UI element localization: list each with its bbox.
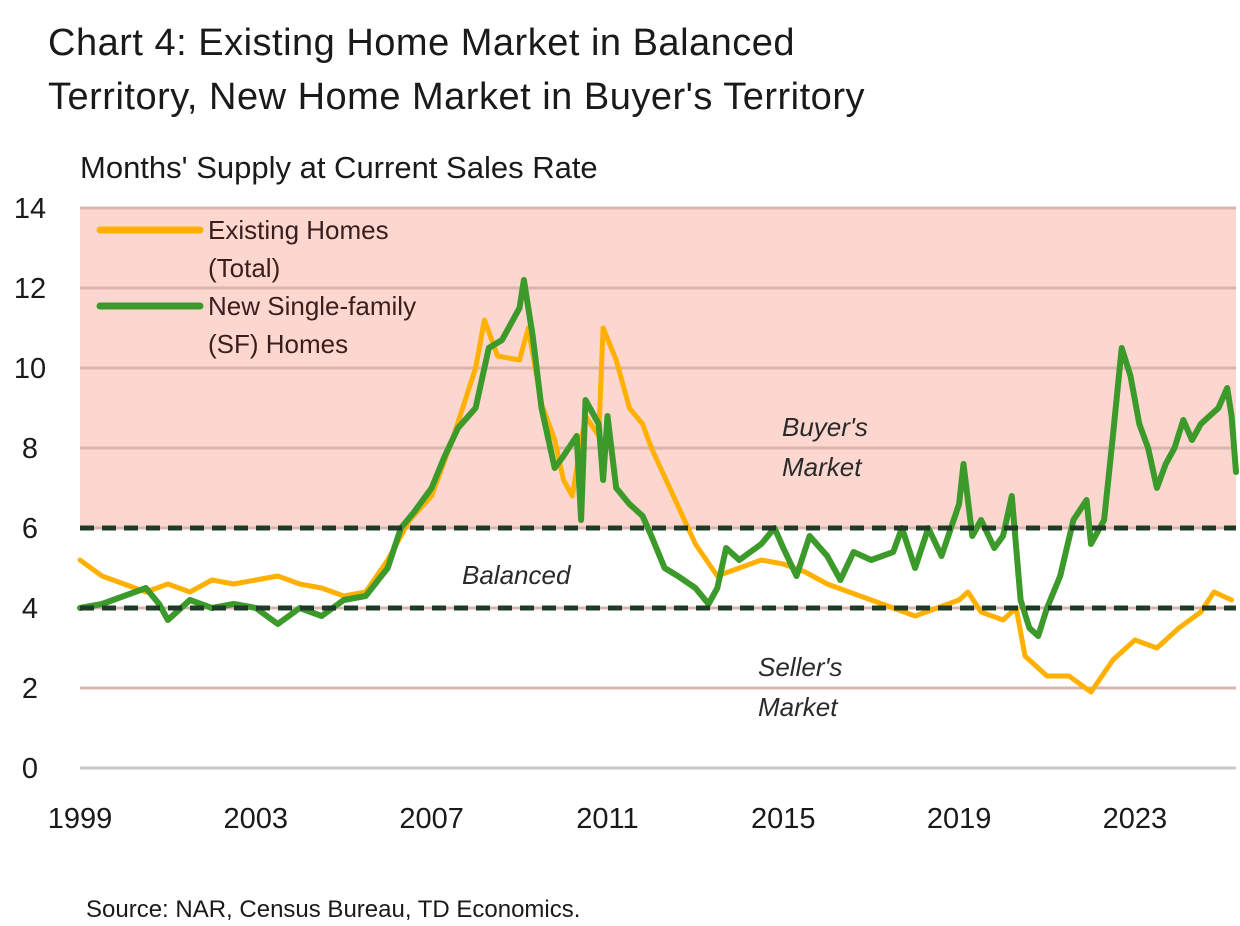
band-1 (80, 528, 1236, 608)
y-tick-label: 8 (22, 433, 38, 465)
x-tick-label: 2011 (576, 803, 638, 835)
x-tick-label: 1999 (48, 803, 113, 835)
band-label: Seller's (758, 652, 842, 682)
band-label: Buyer's (782, 412, 868, 442)
legend-label: Existing Homes (208, 215, 389, 245)
legend-label: (Total) (208, 253, 280, 283)
band-label: Market (758, 692, 839, 722)
x-tick-label: 2019 (927, 803, 992, 835)
legend-label: New Single-family (208, 291, 416, 321)
band-label: Market (782, 452, 863, 482)
chart-title-line-2: Territory, New Home Market in Buyer's Te… (48, 76, 865, 118)
chart-title-line-1: Chart 4: Existing Home Market in Balance… (48, 22, 796, 64)
y-tick-label: 14 (14, 193, 46, 225)
source-note: Source: NAR, Census Bureau, TD Economics… (86, 896, 581, 923)
y-tick-label: 12 (14, 273, 46, 305)
y-axis-label: Months' Supply at Current Sales Rate (80, 150, 598, 185)
x-tick-label: 2023 (1103, 803, 1168, 835)
legend-label: (SF) Homes (208, 329, 348, 359)
chart-title: Chart 4: Existing Home Market in Balance… (48, 16, 1198, 124)
series-line-0 (77, 317, 1235, 695)
y-tick-label: 4 (22, 593, 38, 625)
y-tick-label: 2 (22, 673, 38, 705)
line-chart: 0 2 4 6 8 10 12 14 1999 2003 2007 2011 2015 2019 2023 B… (14, 193, 1239, 835)
x-tick-label: 2003 (224, 803, 289, 835)
x-tick-label: 2015 (751, 803, 816, 835)
series-line-1 (77, 277, 1239, 639)
band-label: Balanced (462, 560, 572, 590)
x-tick-label: 2007 (399, 803, 464, 835)
y-tick-label: 6 (22, 513, 38, 545)
y-tick-label: 0 (22, 753, 38, 785)
y-tick-label: 10 (14, 353, 46, 385)
